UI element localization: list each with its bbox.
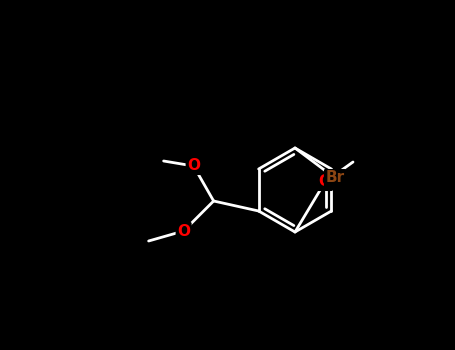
Text: Br: Br [325, 170, 344, 186]
Text: O: O [318, 175, 332, 189]
Text: O: O [177, 224, 190, 238]
Text: O: O [187, 159, 200, 174]
